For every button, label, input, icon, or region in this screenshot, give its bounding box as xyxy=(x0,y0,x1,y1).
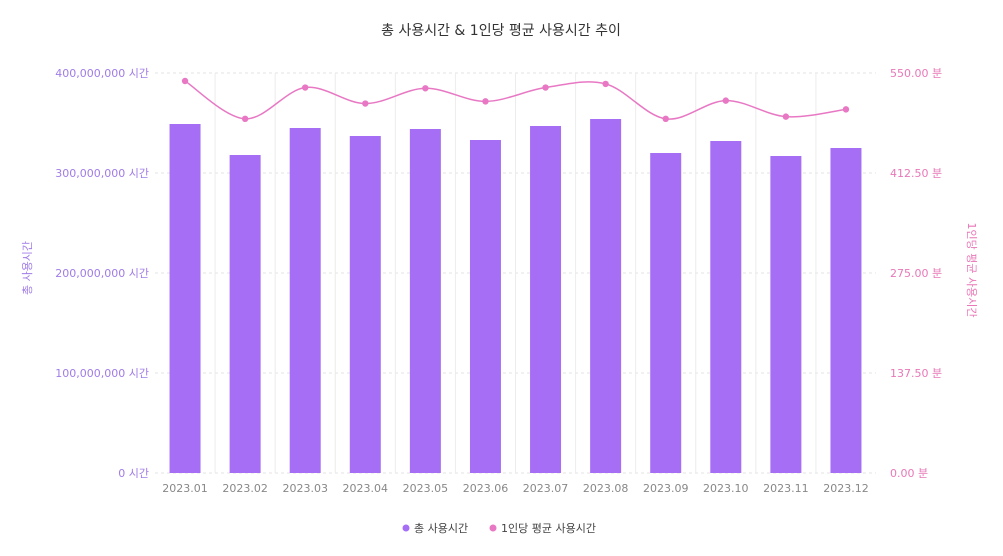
line-point[interactable] xyxy=(722,97,729,104)
x-tick-label: 2023.11 xyxy=(763,482,809,495)
bar[interactable] xyxy=(349,136,381,473)
x-tick-label: 2023.10 xyxy=(703,482,749,495)
line-point[interactable] xyxy=(482,98,489,105)
bar[interactable] xyxy=(830,148,862,473)
line-point[interactable] xyxy=(842,106,850,113)
line-series xyxy=(181,77,850,123)
legend-label-average: 1인당 평균 사용시간 xyxy=(501,522,596,535)
legend: 총 사용시간 1인당 평균 사용시간 xyxy=(402,522,596,535)
bar[interactable] xyxy=(650,153,682,473)
legend-item-average[interactable]: 1인당 평균 사용시간 xyxy=(489,522,596,535)
bar[interactable] xyxy=(530,126,562,473)
bar[interactable] xyxy=(229,155,261,473)
legend-item-total[interactable]: 총 사용시간 xyxy=(402,522,469,535)
line-point[interactable] xyxy=(241,115,249,123)
left-axis-ticks: 0 시간 100,000,000 시간 200,000,000 시간 300,000,… xyxy=(55,67,149,480)
right-axis-title: 1인당 평균 사용시간 xyxy=(965,223,978,318)
legend-swatch-average xyxy=(489,524,497,532)
legend-swatch-total xyxy=(402,524,410,532)
left-axis-title: 총 사용시간 xyxy=(21,241,34,295)
line-point[interactable] xyxy=(542,84,549,91)
x-tick-label: 2023.12 xyxy=(823,482,869,495)
bar-series xyxy=(169,119,862,473)
left-tick-label: 200,000,000 시간 xyxy=(55,267,149,280)
x-tick-label: 2023.06 xyxy=(463,482,509,495)
line-point[interactable] xyxy=(422,85,429,92)
x-axis-ticks: 2023.01 2023.02 2023.03 2023.04 2023.05 2023.… xyxy=(162,482,868,495)
left-tick-label: 100,000,000 시간 xyxy=(55,367,149,380)
bar[interactable] xyxy=(590,119,622,473)
bar[interactable] xyxy=(169,124,201,473)
x-tick-label: 2023.01 xyxy=(162,482,208,495)
line-point[interactable] xyxy=(662,115,669,123)
right-tick-label: 0.00 분 xyxy=(890,467,928,480)
right-tick-label: 275.00 분 xyxy=(890,267,942,280)
bar[interactable] xyxy=(469,140,501,473)
bar[interactable] xyxy=(409,129,441,473)
line-point[interactable] xyxy=(782,113,790,120)
x-tick-label: 2023.05 xyxy=(403,482,449,495)
right-tick-label: 550.00 분 xyxy=(890,67,942,80)
chart-title: 총 사용시간 & 1인당 평균 사용시간 추이 xyxy=(381,23,621,39)
legend-label-total: 총 사용시간 xyxy=(414,522,468,535)
bar[interactable] xyxy=(770,156,802,473)
line-point[interactable] xyxy=(602,80,609,88)
right-tick-label: 412.50 분 xyxy=(890,167,942,180)
x-tick-label: 2023.03 xyxy=(282,482,328,495)
line-point[interactable] xyxy=(302,84,309,91)
line-point[interactable] xyxy=(181,77,189,85)
x-tick-label: 2023.04 xyxy=(343,482,389,495)
right-axis-ticks: 0.00 분 137.50 분 275.00 분 412.50 분 550.00 분 xyxy=(890,67,942,480)
x-tick-label: 2023.07 xyxy=(523,482,569,495)
grid xyxy=(155,72,876,474)
x-tick-label: 2023.08 xyxy=(583,482,629,495)
x-tick-label: 2023.02 xyxy=(222,482,268,495)
x-tick-label: 2023.09 xyxy=(643,482,689,495)
line-point[interactable] xyxy=(362,100,369,107)
bar[interactable] xyxy=(289,128,321,473)
left-tick-label: 400,000,000 시간 xyxy=(55,67,149,80)
left-tick-label: 300,000,000 시간 xyxy=(55,167,149,180)
right-tick-label: 137.50 분 xyxy=(890,367,942,380)
bar[interactable] xyxy=(710,141,742,473)
left-tick-label: 0 시간 xyxy=(118,467,149,480)
